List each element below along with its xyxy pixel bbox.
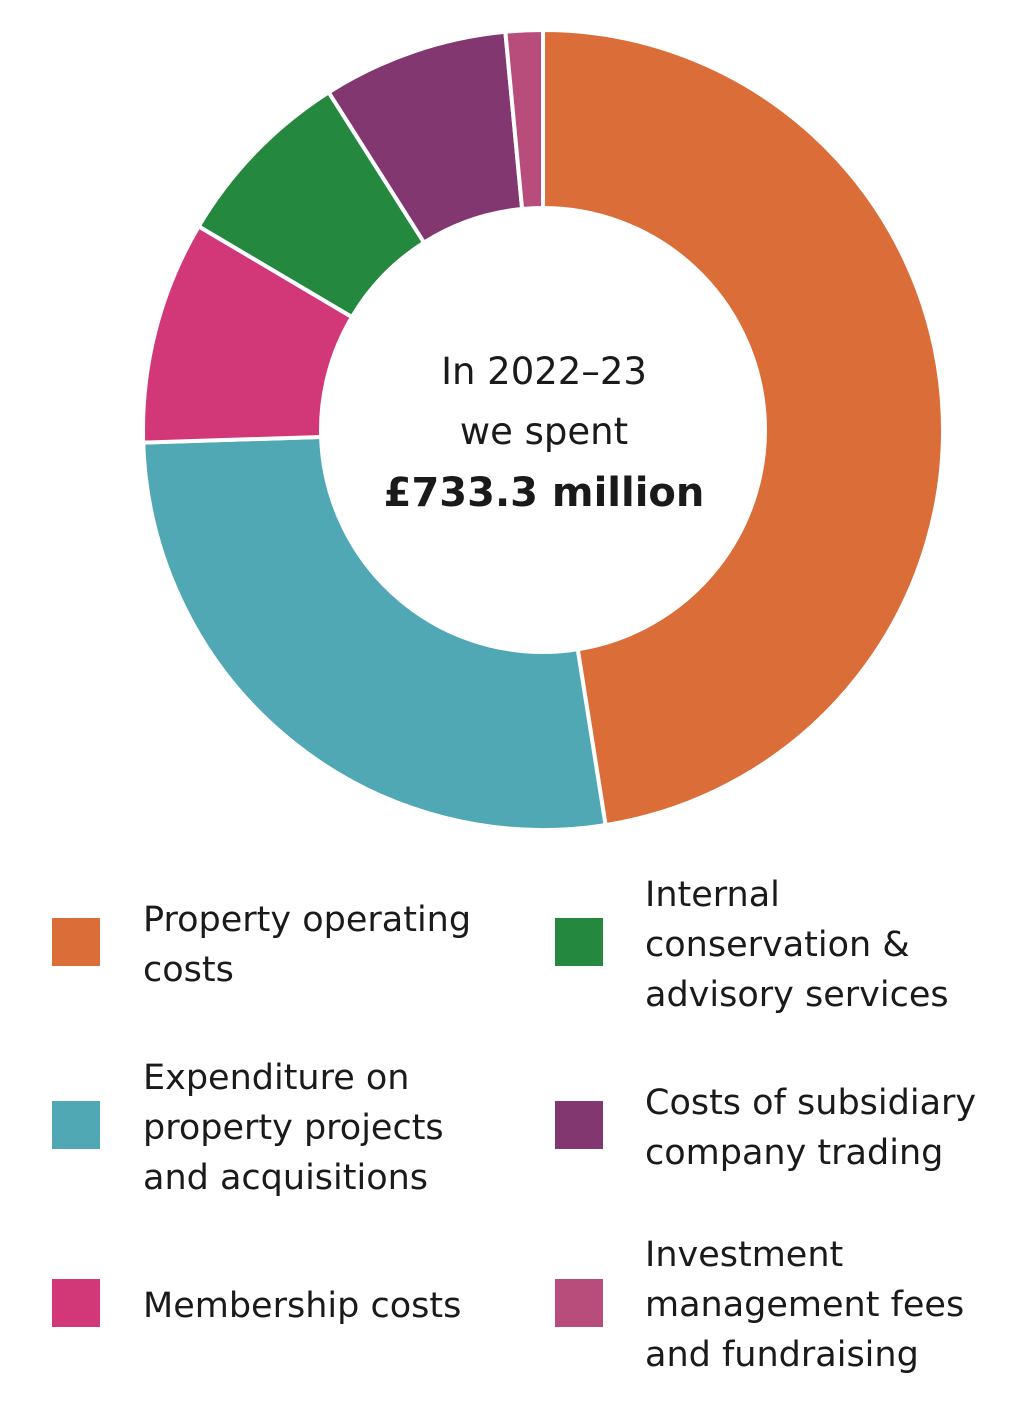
legend-label-0: Property operating costs	[143, 900, 472, 990]
legend-swatch-2	[52, 1279, 100, 1327]
legend-swatch-5	[555, 1279, 603, 1327]
legend-label-4: Costs of subsidiary company trading	[645, 1083, 977, 1173]
legend-swatch-3	[555, 918, 603, 966]
center-label-spent: we spent	[459, 410, 629, 453]
center-label-total: £733.3 million	[383, 470, 705, 516]
legend-swatch-4	[555, 1101, 603, 1149]
legend-swatch-1	[52, 1101, 100, 1149]
legend-label-1: Expenditure on property projects and acq…	[143, 1058, 444, 1198]
legend-swatch-0	[52, 918, 100, 966]
legend-label-3: Internal conservation & advisory service…	[645, 875, 949, 1015]
center-label-year: In 2022–23	[441, 350, 647, 393]
legend-label-2: Membership costs	[143, 1286, 462, 1326]
legend-label-5: Investment management fees and fundraisi…	[645, 1235, 965, 1375]
donut-slice-1	[141, 434, 608, 832]
donut-slice-0	[541, 27, 945, 828]
donut-chart	[141, 27, 945, 832]
donut-slice-5	[503, 27, 545, 212]
